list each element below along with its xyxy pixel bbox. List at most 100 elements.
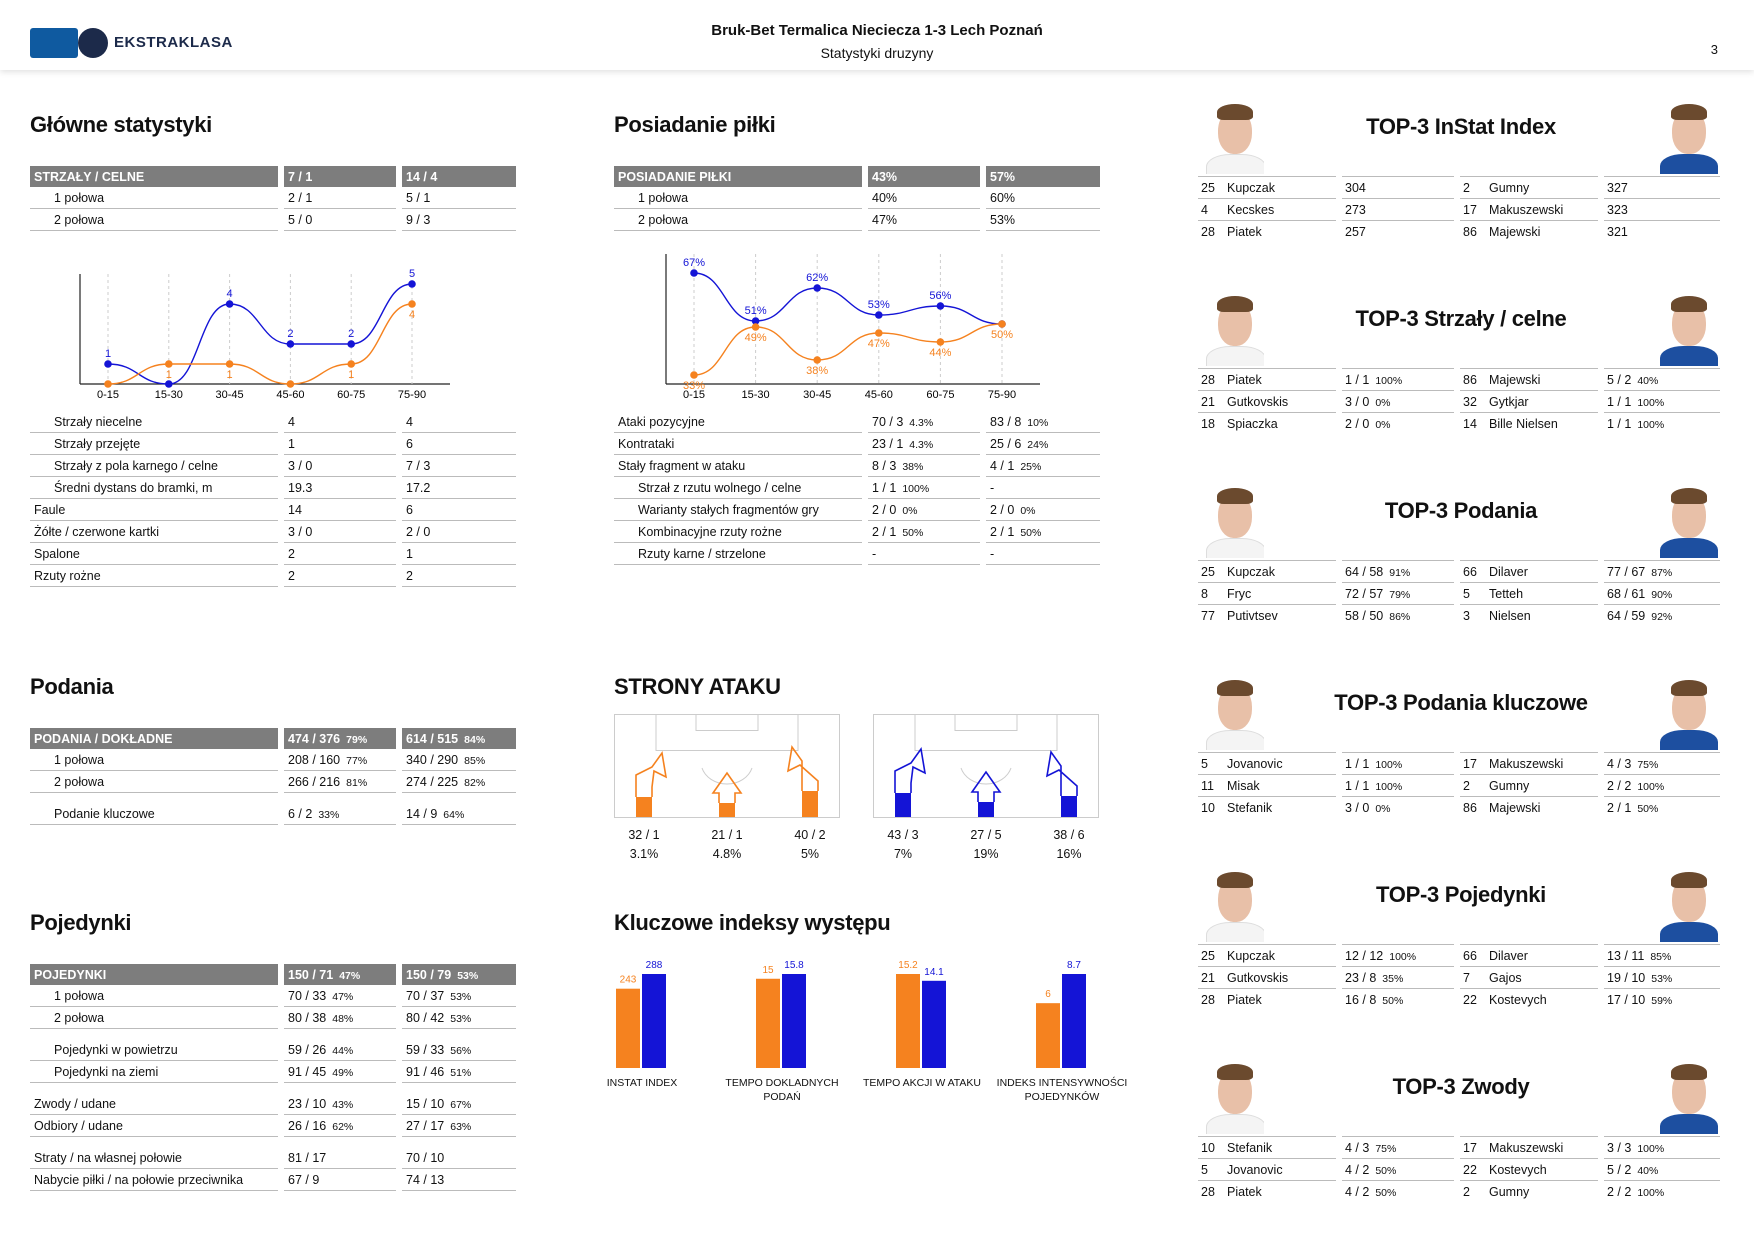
section-title-passes: Podania xyxy=(30,674,114,699)
row-team2: 274 / 225 82% xyxy=(402,771,516,793)
player-name: Kupczak xyxy=(1224,560,1336,582)
data-point xyxy=(104,380,112,388)
top3-row: 4 Kecskes 273 17 Makuszewski 323 xyxy=(1198,198,1720,220)
row-team1: 26 / 16 62% xyxy=(284,1115,396,1137)
player-number: 77 xyxy=(1198,604,1224,626)
row-team1: 2 / 1 xyxy=(284,187,396,209)
row-team1: 150 / 71 47% xyxy=(284,964,396,985)
duels-table: POJEDYNKI 150 / 71 47% 150 / 79 53% 1 połowa 7… xyxy=(30,964,516,1191)
row-label: Kontrataki xyxy=(614,433,862,455)
top3-title: TOP-3 Podania kluczowe xyxy=(1334,690,1588,715)
row-team2: 7 / 3 xyxy=(402,455,516,477)
row-label: Straty / na własnej połowie xyxy=(30,1147,278,1169)
row-team1: 80 / 38 48% xyxy=(284,1007,396,1029)
table-row: Odbiory / udane 26 / 16 62% 27 / 17 63% xyxy=(30,1115,516,1137)
player-number: 25 xyxy=(1198,176,1224,198)
top3-row: 25 Kupczak 304 2 Gumny 327 xyxy=(1198,176,1720,198)
row-team1: 19.3 xyxy=(284,477,396,499)
row-team1: 6 / 2 33% xyxy=(284,803,396,825)
player-value: 327 xyxy=(1604,176,1720,198)
header-team1: 43% xyxy=(868,166,980,187)
league-logo-text: EKSTRAKLASA xyxy=(114,34,233,51)
player-name: Putivtsev xyxy=(1224,604,1336,626)
shots-by-period-chart: 0-15 15-30 30-45 45-60 60-75 75-90 1 4 2 2 5 1 1 1 4 xyxy=(79,268,450,401)
row-label: 1 połowa xyxy=(614,187,862,209)
data-label: 56% xyxy=(929,290,951,302)
player-number: 11 xyxy=(1198,774,1224,796)
data-label: 38% xyxy=(806,365,828,377)
category-label: TEMPO DOKLADNYCH xyxy=(725,1077,838,1089)
player-value: 1 / 1 100% xyxy=(1604,412,1720,434)
table-header: STRZAŁY / CELNE 7 / 1 14 / 4 xyxy=(30,166,516,187)
row-team1: 1 / 1 100% xyxy=(868,477,980,499)
row-label: Kombinacyjne rzuty rożne xyxy=(614,521,862,543)
table-row: 1 połowa 2 / 1 5 / 1 xyxy=(30,187,516,209)
top3-row: 10 Stefanik 3 / 0 0% 86 Majewski 2 / 1 50% xyxy=(1198,796,1720,818)
x-tick-label: 60-75 xyxy=(926,389,954,401)
possession-by-period-chart: 0-15 15-30 30-45 45-60 60-75 75-90 67% 51% 62% 53… xyxy=(665,254,1040,401)
player-value: 64 / 59 92% xyxy=(1604,604,1720,626)
attack-arrow-icon xyxy=(635,750,668,797)
player-photo-team1 xyxy=(1206,870,1264,942)
player-photo-team1 xyxy=(1206,102,1264,174)
top3-row: 28 Piatek 1 / 1 100% 86 Majewski 5 / 2 40% xyxy=(1198,368,1720,390)
attack-side-bar xyxy=(636,797,652,817)
series-line xyxy=(107,283,413,385)
x-tick-label: 45-60 xyxy=(865,389,893,401)
bar-value-label: 6 xyxy=(1045,989,1051,1000)
table-header: POJEDYNKI 150 / 71 47% 150 / 79 53% xyxy=(30,964,516,985)
player-value: 17 / 10 59% xyxy=(1604,988,1720,1010)
center-arc xyxy=(960,767,1012,785)
top3-table: 5 Jovanovic 1 / 1 100% 17 Makuszewski 4 / 3 75%… xyxy=(1198,752,1720,818)
row-label: 2 połowa xyxy=(30,1007,278,1029)
player-number: 18 xyxy=(1198,412,1224,434)
row-team1: 59 / 26 44% xyxy=(284,1039,396,1061)
attack-arrow-icon xyxy=(786,744,819,791)
row-team1: 40% xyxy=(868,187,980,209)
player-photo-team2 xyxy=(1660,678,1718,750)
player-number: 25 xyxy=(1198,944,1224,966)
data-point xyxy=(998,320,1006,328)
row-label: 1 połowa xyxy=(30,749,278,771)
attack-arrow-icon xyxy=(970,770,1002,802)
player-value: 1 / 1 100% xyxy=(1342,752,1454,774)
attack-arrow-icon xyxy=(711,771,743,803)
data-label: 2 xyxy=(287,328,293,340)
player-name: Jovanovic xyxy=(1224,752,1336,774)
series-line xyxy=(693,272,1003,325)
player-name: Tetteh xyxy=(1486,582,1598,604)
player-number: 66 xyxy=(1460,560,1486,582)
bar-value-label: 14.1 xyxy=(924,967,944,978)
data-label: 33% xyxy=(683,380,705,392)
row-team1: 2 xyxy=(284,543,396,565)
player-number: 28 xyxy=(1198,368,1224,390)
player-value: 321 xyxy=(1604,220,1720,242)
top3-table: 25 Kupczak 64 / 58 91% 66 Dilaver 77 / 67 87% 8 F… xyxy=(1198,560,1720,626)
player-name: Bille Nielsen xyxy=(1486,412,1598,434)
data-point xyxy=(813,356,821,364)
table-row: 1 połowa 70 / 33 47% 70 / 37 53% xyxy=(30,985,516,1007)
row-team2: 150 / 79 53% xyxy=(402,964,516,985)
player-name: Dilaver xyxy=(1486,560,1598,582)
player-photo-team2 xyxy=(1660,486,1718,558)
row-label: Strzały niecelne xyxy=(30,411,278,433)
category-label: INSTAT INDEX xyxy=(607,1077,678,1089)
table-row: Ataki pozycyjne 70 / 3 4.3% 83 / 8 10% xyxy=(614,411,1100,433)
possession-table: POSIADANIE PIŁKI 43% 57% 1 połowa 40% 60… xyxy=(614,166,1100,231)
bar-value-label: 243 xyxy=(620,975,637,986)
row-team2: 614 / 515 84% xyxy=(402,728,516,749)
player-photo-team1 xyxy=(1206,486,1264,558)
row-label: Odbiory / udane xyxy=(30,1115,278,1137)
player-number: 2 xyxy=(1460,176,1486,198)
attack-side-bar xyxy=(719,803,735,817)
bar-value-label: 15.8 xyxy=(784,960,804,971)
top3-row: 25 Kupczak 12 / 12 100% 66 Dilaver 13 / 11 85% xyxy=(1198,944,1720,966)
table-row: Nabycie piłki / na połowie przeciwnika 67… xyxy=(30,1169,516,1191)
section-title-attack-sides: STRONY ATAKU xyxy=(614,674,781,699)
x-tick-label: 75-90 xyxy=(988,389,1016,401)
table-row: Straty / na własnej połowie 81 / 17 70 / 1… xyxy=(30,1147,516,1169)
data-label: 67% xyxy=(683,257,705,269)
category-label: TEMPO AKCJI W ATAKU xyxy=(863,1077,981,1089)
player-number: 14 xyxy=(1460,412,1486,434)
row-label: Faule xyxy=(30,499,278,521)
